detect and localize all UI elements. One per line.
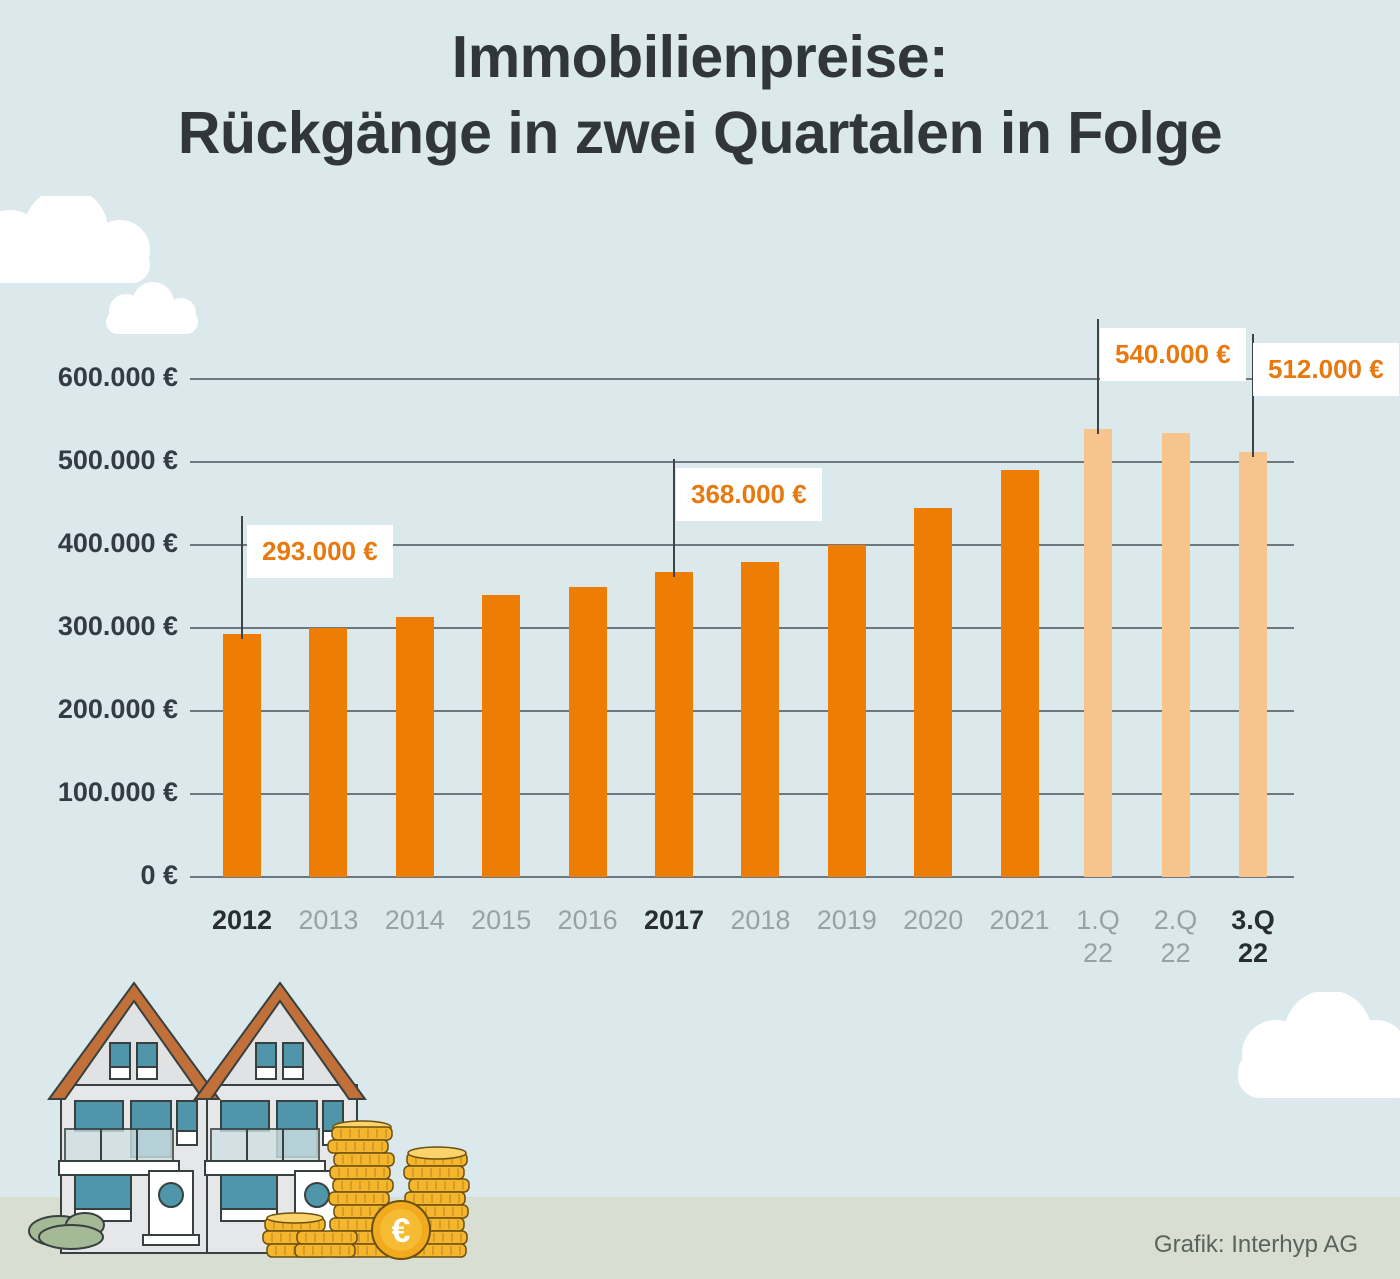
y-axis-label-5: 500.000 € bbox=[57, 445, 178, 475]
bar-2018 bbox=[741, 561, 780, 877]
page-title-line1: Immobilienpreise: bbox=[451, 24, 949, 90]
x-label-2015: 2015 bbox=[471, 905, 532, 935]
bar-3.Q-22 bbox=[1239, 452, 1267, 877]
annotation-line-1.Q-22 bbox=[1097, 319, 1099, 434]
y-axis-label-1: 100.000 € bbox=[57, 777, 178, 807]
cloud-top-left bbox=[0, 196, 150, 283]
annotation-1.Q-22: 540.000 € bbox=[1100, 328, 1246, 381]
annotation-line-2017 bbox=[673, 459, 675, 577]
annotation-3.Q-22: 512.000 € bbox=[1253, 343, 1399, 396]
bush bbox=[28, 1212, 105, 1250]
euro-symbol: € bbox=[392, 1212, 411, 1250]
y-axis-label-3: 300.000 € bbox=[57, 611, 178, 641]
x-label-2012: 2012 bbox=[211, 905, 273, 935]
bar-2016 bbox=[568, 586, 607, 877]
y-axis-label-2: 200.000 € bbox=[57, 694, 178, 724]
annotation-2017: 368.000 € bbox=[676, 468, 822, 521]
x-label-2019: 2019 bbox=[816, 905, 877, 935]
x-label-2014: 2014 bbox=[384, 905, 445, 935]
gridline-4 bbox=[190, 544, 1294, 546]
x-label-2018: 2018 bbox=[730, 905, 791, 935]
cloud-small-left bbox=[106, 282, 198, 334]
page-title: Immobilienpreise: Rückgänge in zwei Quart… bbox=[0, 20, 1400, 171]
x-label-2013: 2013 bbox=[298, 905, 359, 935]
y-axis-label-0: 0 € bbox=[140, 860, 178, 890]
y-axis-label-4: 400.000 € bbox=[57, 528, 178, 558]
gridline-6 bbox=[190, 378, 1294, 380]
annotation-line-2012 bbox=[241, 516, 243, 639]
bar-2014 bbox=[395, 617, 434, 877]
x-label-3.Q-22: 3.Q 22 bbox=[1231, 905, 1275, 968]
bar-2019 bbox=[827, 545, 866, 877]
x-label-2.Q-22: 2.Q 22 bbox=[1153, 905, 1198, 968]
x-label-2017: 2017 bbox=[643, 905, 705, 935]
gridline-0 bbox=[190, 876, 1294, 878]
source-credit: Grafik: Interhyp AG bbox=[1153, 1231, 1358, 1258]
annotation-2012: 293.000 € bbox=[247, 525, 393, 578]
gridline-5 bbox=[190, 461, 1294, 463]
bar-2017 bbox=[655, 571, 693, 877]
x-label-2016: 2016 bbox=[557, 905, 618, 935]
houses-coins-illustration: € bbox=[28, 981, 470, 1260]
bar-1.Q-22 bbox=[1084, 428, 1112, 877]
euro-coin: € bbox=[371, 1200, 431, 1260]
bar-2015 bbox=[482, 594, 521, 877]
page-title-line2: Rückgänge in zwei Quartalen in Folge bbox=[177, 99, 1223, 166]
y-axis-label-6: 600.000 € bbox=[57, 362, 178, 392]
x-label-2020: 2020 bbox=[903, 905, 964, 935]
bar-2.Q-22 bbox=[1161, 432, 1190, 877]
houses bbox=[47, 981, 367, 1254]
x-label-2021: 2021 bbox=[989, 905, 1050, 935]
bar-2012 bbox=[223, 633, 261, 877]
bar-2013 bbox=[309, 628, 348, 877]
coin-stacks bbox=[262, 1120, 470, 1258]
bar-2021 bbox=[1000, 470, 1039, 877]
x-label-1.Q-22: 1.Q 22 bbox=[1076, 905, 1120, 968]
cloud-bottom-right bbox=[1238, 992, 1400, 1098]
bar-2020 bbox=[914, 507, 953, 877]
